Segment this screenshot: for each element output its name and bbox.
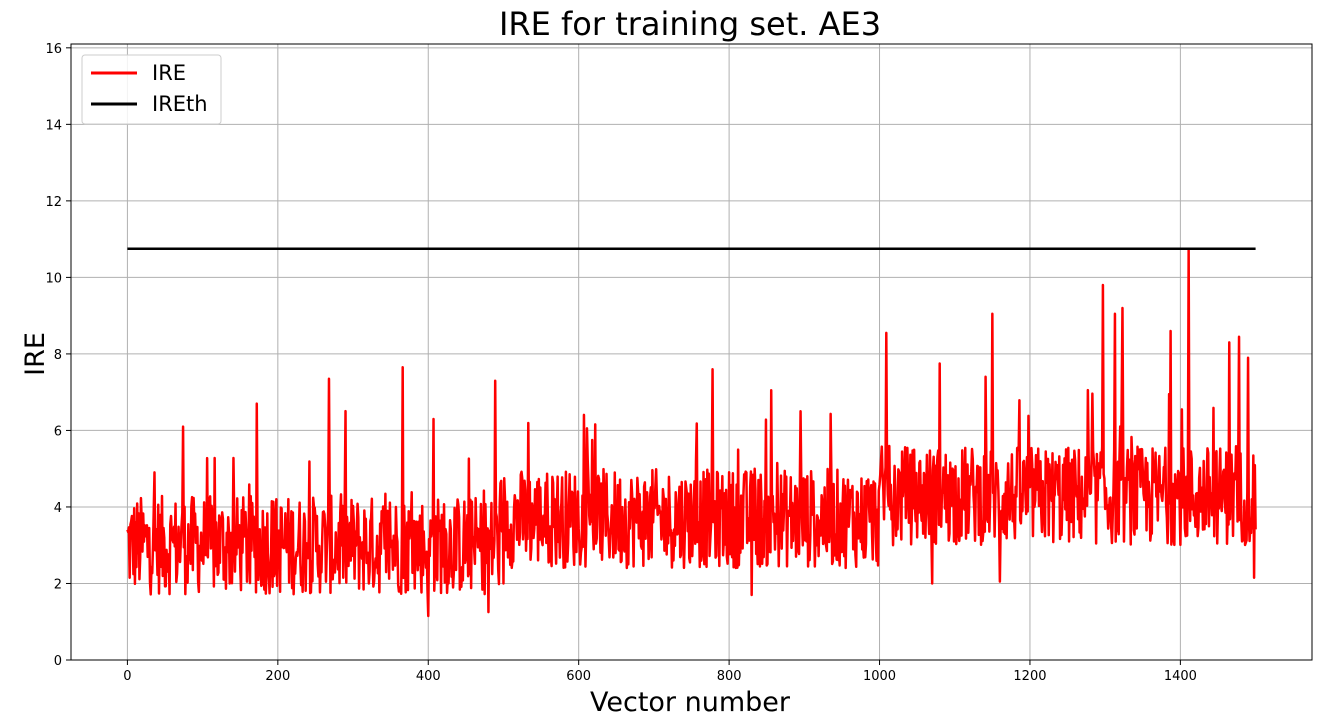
legend: IRE IREth — [81, 54, 222, 125]
grid — [71, 44, 1312, 661]
ticks: 0 200 400 600 800 1000 1200 1400 0 2 4 6 8 10 12 14 16 — [45, 42, 1196, 684]
y-axis-label: IRE — [20, 332, 51, 376]
x-tick-label: 800 — [717, 669, 742, 684]
y-tick-label: 16 — [45, 42, 62, 57]
y-tick-label: 12 — [45, 195, 62, 210]
x-tick-label: 1400 — [1164, 669, 1197, 684]
y-tick-label: 14 — [45, 118, 62, 133]
x-tick-label: 0 — [123, 669, 131, 684]
y-tick-label: 4 — [54, 501, 62, 516]
ire-line — [126, 247, 1257, 618]
chart-title: IRE for training set. AE3 — [499, 5, 881, 43]
y-tick-label: 10 — [45, 271, 62, 286]
x-tick-label: 1200 — [1013, 669, 1046, 684]
y-tick-label: 6 — [54, 424, 62, 439]
y-tick-label: 0 — [54, 654, 62, 669]
y-tick-label: 8 — [54, 348, 62, 363]
x-tick-label: 600 — [566, 669, 591, 684]
legend-label-ire: IRE — [152, 61, 186, 85]
plot-frame — [70, 43, 1313, 661]
legend-label-ireth: IREth — [152, 92, 208, 116]
y-tick-label: 2 — [54, 577, 62, 592]
x-tick-label: 400 — [416, 669, 441, 684]
x-axis-label: Vector number — [590, 687, 791, 718]
x-tick-label: 1000 — [863, 669, 896, 684]
x-tick-label: 200 — [265, 669, 290, 684]
series — [126, 247, 1257, 618]
